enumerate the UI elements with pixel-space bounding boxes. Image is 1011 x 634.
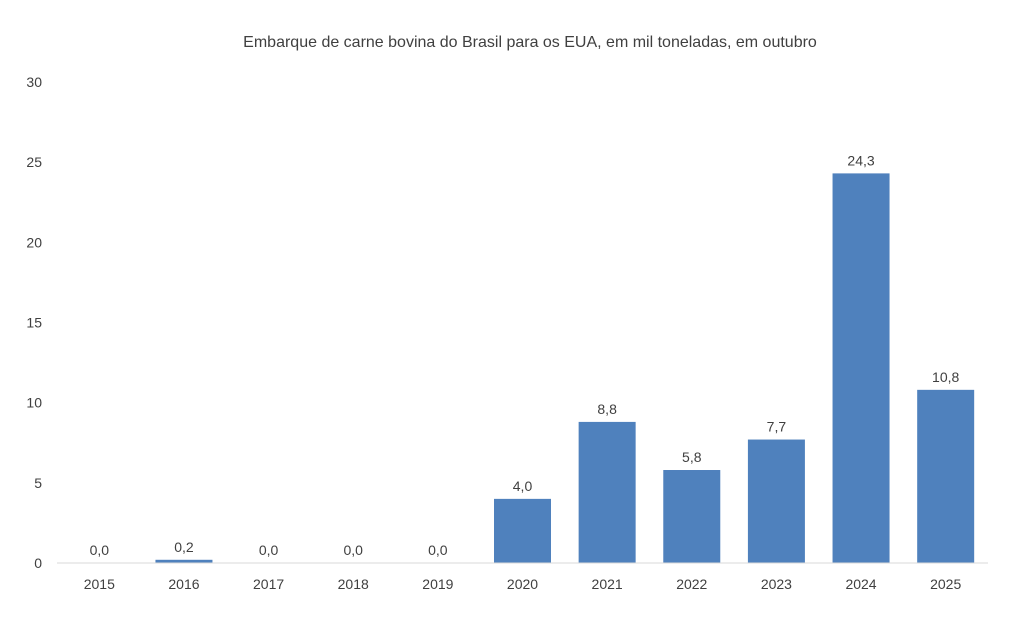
x-axis: 2015 2016 2017 2018 2019 2020 2021 2022 2023 2024… <box>84 576 962 592</box>
x-tick-label: 2022 <box>676 576 707 592</box>
data-label: 0,0 <box>343 542 363 558</box>
y-tick-label: 0 <box>34 555 42 571</box>
bar-2024 <box>832 173 890 563</box>
x-tick-label: 2025 <box>930 576 961 592</box>
data-label: 0,0 <box>428 542 448 558</box>
data-label: 24,3 <box>847 152 874 168</box>
x-tick-label: 2018 <box>338 576 369 592</box>
chart-title: Embarque de carne bovina do Brasil para … <box>243 34 817 51</box>
bars: 0,0 0,2 0,0 0,0 0,0 4,0 8,8 5,8 7,7 24,3 10,8 <box>90 152 975 563</box>
data-label: 8,8 <box>597 401 617 417</box>
y-tick-label: 25 <box>26 154 42 170</box>
bar-2021 <box>578 421 636 563</box>
x-tick-label: 2019 <box>422 576 453 592</box>
data-label: 5,8 <box>682 449 702 465</box>
y-axis: 0 5 10 15 20 25 30 <box>26 74 42 571</box>
y-tick-label: 5 <box>34 475 42 491</box>
bar-2025 <box>917 389 975 563</box>
x-tick-label: 2021 <box>592 576 623 592</box>
bar-2016 <box>155 559 213 563</box>
data-label: 0,0 <box>90 542 110 558</box>
x-tick-label: 2017 <box>253 576 284 592</box>
bar-2023 <box>747 439 805 563</box>
bar-2020 <box>494 498 551 563</box>
data-label: 0,2 <box>174 539 194 555</box>
y-tick-label: 15 <box>26 315 42 331</box>
data-label: 10,8 <box>932 369 959 385</box>
x-tick-label: 2023 <box>761 576 792 592</box>
y-tick-label: 10 <box>26 395 42 411</box>
x-tick-label: 2024 <box>845 576 876 592</box>
x-tick-label: 2020 <box>507 576 538 592</box>
y-tick-label: 30 <box>26 74 42 90</box>
x-tick-label: 2016 <box>168 576 199 592</box>
y-tick-label: 20 <box>26 234 42 250</box>
data-label: 4,0 <box>513 478 533 494</box>
data-label: 0,0 <box>259 542 279 558</box>
x-tick-label: 2015 <box>84 576 115 592</box>
bar-2022 <box>663 470 721 563</box>
data-label: 7,7 <box>767 419 787 435</box>
